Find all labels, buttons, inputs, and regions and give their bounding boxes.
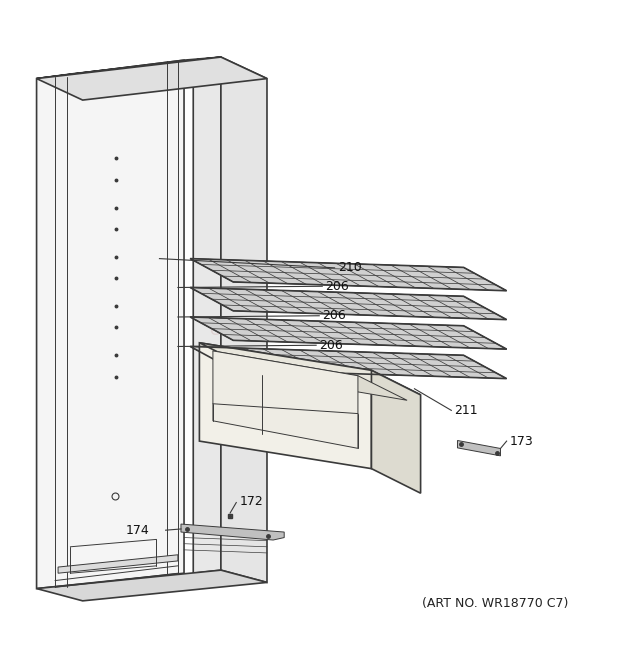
Text: (ART NO. WR18770 C7): (ART NO. WR18770 C7) bbox=[422, 598, 568, 610]
Polygon shape bbox=[190, 288, 507, 320]
Polygon shape bbox=[58, 555, 178, 573]
Polygon shape bbox=[213, 351, 407, 401]
Polygon shape bbox=[193, 57, 221, 573]
Text: 210: 210 bbox=[338, 261, 361, 274]
Polygon shape bbox=[221, 57, 267, 582]
Polygon shape bbox=[190, 317, 507, 349]
Polygon shape bbox=[37, 57, 267, 100]
Polygon shape bbox=[37, 57, 221, 79]
Polygon shape bbox=[37, 60, 184, 588]
Text: 206: 206 bbox=[326, 280, 349, 293]
Text: 206: 206 bbox=[322, 309, 346, 323]
Polygon shape bbox=[200, 343, 420, 395]
Polygon shape bbox=[213, 351, 358, 448]
Polygon shape bbox=[458, 440, 500, 456]
Text: 173: 173 bbox=[510, 434, 533, 447]
Text: 211: 211 bbox=[454, 404, 478, 417]
Text: 172: 172 bbox=[239, 495, 263, 508]
Polygon shape bbox=[37, 570, 267, 601]
Polygon shape bbox=[371, 370, 420, 493]
Polygon shape bbox=[200, 343, 371, 469]
Polygon shape bbox=[181, 524, 284, 540]
Text: 206: 206 bbox=[319, 338, 343, 352]
Text: eReplacementParts.com: eReplacementParts.com bbox=[209, 321, 411, 340]
Polygon shape bbox=[190, 258, 507, 291]
Polygon shape bbox=[190, 346, 507, 379]
Text: 174: 174 bbox=[126, 524, 149, 537]
